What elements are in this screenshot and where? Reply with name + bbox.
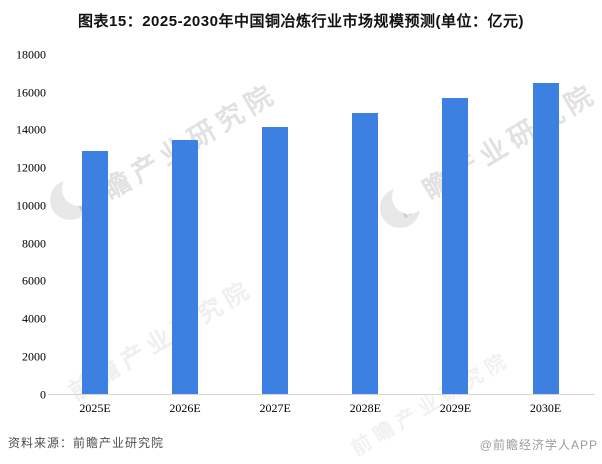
y-tick-label: 0 <box>40 387 46 401</box>
x-tick-label: 2028E <box>349 401 381 415</box>
x-tick-label: 2029E <box>439 401 472 415</box>
bar-2030E <box>532 83 559 395</box>
y-tick-label: 4000 <box>22 311 46 326</box>
chart-title: 图表15：2025-2030年中国铜冶炼行业市场规模预测(单位：亿元) <box>78 13 524 30</box>
brand-note: @前瞻经济学人APP <box>479 438 598 452</box>
y-tick-label: 16000 <box>16 85 46 100</box>
y-tick-label: 2000 <box>22 349 46 364</box>
x-axis-line <box>48 394 595 395</box>
y-tick-label: 18000 <box>16 47 46 62</box>
y-tick-label: 12000 <box>16 160 46 175</box>
y-tick-label: 14000 <box>16 122 46 137</box>
bar-2027E <box>262 126 289 395</box>
bar-2029E <box>442 98 469 395</box>
x-tick-label: 2027E <box>259 401 291 415</box>
bar-2026E <box>172 139 199 395</box>
bar-2028E <box>352 113 379 395</box>
x-tick-label: 2030E <box>529 401 562 415</box>
y-tick-label: 6000 <box>22 273 46 288</box>
bar-2025E <box>82 151 108 395</box>
y-tick-label: 8000 <box>22 236 46 251</box>
x-tick-label: 2026E <box>169 401 201 415</box>
y-tick-label: 10000 <box>16 198 46 213</box>
x-tick-label: 2025E <box>79 401 111 415</box>
source-note: 资料来源：前瞻产业研究院 <box>8 436 165 450</box>
